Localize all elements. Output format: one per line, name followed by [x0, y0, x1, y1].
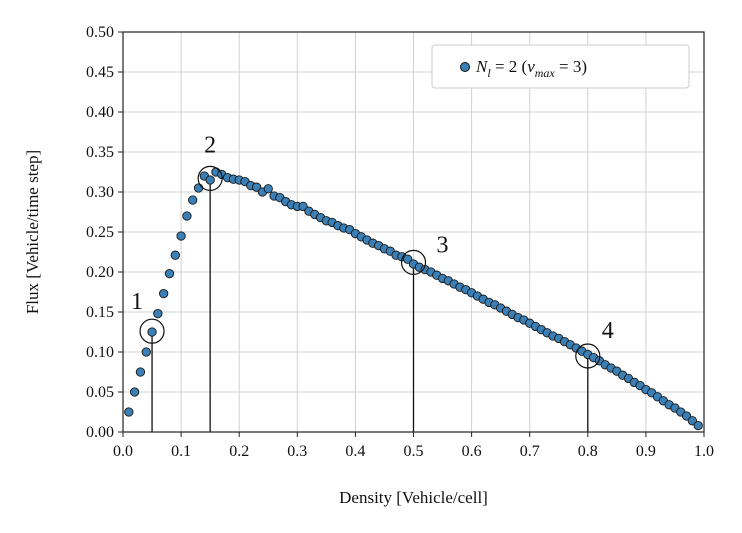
y-tick-label: 0.25: [86, 224, 114, 241]
y-tick-label: 0.00: [86, 424, 114, 441]
annotation-labels: 1 2 3 4: [131, 132, 614, 344]
data-point: [182, 211, 192, 221]
y-axis-label: Flux [Vehicle/time step]: [23, 150, 42, 314]
legend-n-subscript: l: [487, 66, 491, 80]
data-point: [693, 420, 703, 431]
x-tick-label: 0.3: [287, 443, 307, 460]
y-tick-label: 0.50: [86, 24, 114, 41]
y-tick-label: 0.20: [86, 264, 114, 281]
annotation-circle: [400, 249, 427, 275]
x-tick-label: 0.6: [462, 443, 482, 460]
annotation-label: 3: [437, 232, 449, 258]
legend-v-value: = 3): [555, 57, 587, 76]
x-tick-label: 0.4: [345, 443, 365, 460]
annotation-circle: [197, 165, 223, 191]
annotation-circles: [139, 165, 601, 369]
annotation-label: 2: [204, 132, 216, 158]
y-tick-label: 0.05: [86, 384, 114, 401]
x-tick-label: 0.1: [171, 443, 191, 460]
data-point: [153, 308, 163, 319]
data-point: [141, 347, 151, 357]
data-point: [176, 231, 186, 241]
x-tick-label: 0.5: [404, 443, 424, 460]
legend-box: [431, 44, 690, 89]
annotation-circle: [575, 343, 601, 369]
legend-entry: Nl = 2 (vmax = 3): [475, 57, 587, 80]
legend-n-symbol: N: [475, 57, 489, 76]
annotation-circle: [139, 318, 165, 344]
data-points: [124, 167, 703, 431]
data-point: [147, 327, 157, 337]
x-tick-label: 0.8: [578, 443, 598, 460]
data-point: [164, 268, 175, 279]
y-tick-label: 0.10: [86, 344, 114, 361]
legend: Nl = 2 (vmax = 3): [431, 44, 690, 89]
annotation-label: 4: [602, 318, 614, 344]
data-point: [263, 184, 273, 194]
data-point: [129, 387, 140, 397]
data-point: [170, 250, 180, 260]
data-point: [159, 288, 169, 299]
data-point: [205, 175, 215, 185]
y-tick-label: 0.40: [86, 104, 114, 121]
y-tick-label: 0.15: [86, 304, 114, 321]
x-tick-label: 0.9: [636, 443, 656, 460]
legend-v-symbol: v: [527, 57, 535, 76]
legend-v-subscript: max: [535, 66, 556, 80]
data-point: [135, 367, 146, 377]
x-tick-label: 0.2: [229, 443, 249, 460]
data-point: [193, 183, 204, 193]
x-tick-label: 0.7: [520, 443, 540, 460]
legend-marker: [460, 62, 470, 72]
y-tick-label: 0.30: [86, 184, 114, 201]
x-axis-label: Density [Vehicle/cell]: [339, 488, 488, 507]
data-point: [188, 195, 198, 205]
y-tick-label: 0.35: [86, 144, 114, 161]
axis-ticks: 0.0 0.1 0.2 0.3 0.4 0.5 0.6 0.7 0.8 0.9 1.0 0.00 0.0…: [86, 24, 714, 460]
annotation-label: 1: [131, 289, 143, 315]
y-tick-label: 0.45: [86, 64, 114, 81]
data-point: [124, 407, 134, 417]
vertical-reference-lines: [151, 178, 589, 432]
legend-n-value: = 2 (: [491, 57, 528, 76]
x-tick-label: 1.0: [694, 443, 714, 460]
x-tick-label: 0.0: [113, 443, 133, 460]
